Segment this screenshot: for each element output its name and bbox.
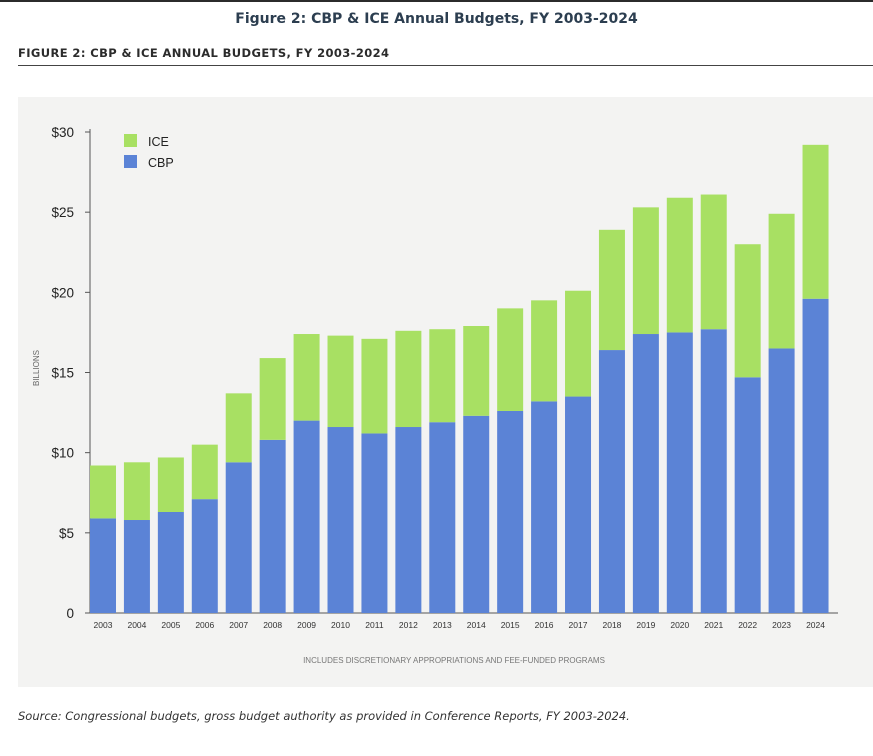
x-tick-label: 2019: [636, 620, 655, 630]
bar-cbp-2010: [327, 427, 354, 613]
chart-panel: 0 $5 $10 $15 $20 $25 $30 BILLIONS 2003 2004 2005 20…: [18, 97, 873, 687]
bar-ice-2005: [157, 457, 184, 512]
bar-ice-2015: [497, 308, 524, 411]
y-axis-title: BILLIONS: [32, 350, 41, 386]
budget-chart: 0 $5 $10 $15 $20 $25 $30 BILLIONS 2003 2004 2005 20…: [32, 125, 838, 665]
x-tick-label: 2003: [94, 620, 113, 630]
x-tick-label: 2005: [161, 620, 180, 630]
bar-ice-2018: [598, 229, 625, 351]
x-tick-label: 2008: [263, 620, 282, 630]
bar-cbp-2019: [632, 334, 659, 613]
bar-ice-2023: [768, 213, 795, 349]
bar-cbp-2018: [598, 350, 625, 613]
bar-ice-2006: [191, 444, 218, 500]
bar-cbp-2008: [259, 439, 286, 613]
x-tick-label: 2009: [297, 620, 316, 630]
x-axis-note: INCLUDES DISCRETIONARY APPROPRIATIONS AN…: [303, 656, 605, 665]
bar-cbp-2004: [123, 520, 150, 613]
y-tick-label: $10: [51, 446, 74, 461]
bar-ice-2004: [123, 462, 150, 521]
x-tick-label: 2007: [229, 620, 248, 630]
x-tick-label: 2022: [738, 620, 757, 630]
bar-ice-2009: [293, 334, 320, 421]
bar-ice-2020: [666, 197, 693, 333]
bar-cbp-2017: [565, 396, 592, 613]
heading-rule: [18, 65, 873, 66]
bar-ice-2007: [225, 393, 252, 463]
x-tick-label: 2013: [433, 620, 452, 630]
legend-label-cbp: CBP: [148, 156, 174, 170]
bar-cbp-2020: [666, 332, 693, 613]
bar-cbp-2015: [497, 410, 524, 613]
bar-cbp-2021: [700, 329, 727, 613]
x-tick-label: 2012: [399, 620, 418, 630]
y-tick-label: 0: [66, 606, 74, 621]
legend-swatch-cbp: [124, 155, 137, 168]
y-tick-label: $25: [51, 205, 74, 220]
x-tick-label: 2020: [670, 620, 689, 630]
y-tick-label: $20: [51, 285, 74, 300]
bar-ice-2014: [463, 326, 490, 416]
bar-cbp-2016: [531, 401, 558, 613]
bar-cbp-2005: [157, 511, 184, 613]
bar-ice-2003: [90, 465, 116, 519]
x-tick-label: 2016: [535, 620, 554, 630]
bar-cbp-2007: [225, 462, 252, 613]
bar-cbp-2024: [802, 298, 829, 613]
x-tick-label: 2004: [127, 620, 146, 630]
bar-cbp-2023: [768, 348, 795, 613]
bar-ice-2011: [361, 338, 388, 434]
x-tick-label: 2015: [501, 620, 520, 630]
bar-cbp-2012: [395, 427, 422, 613]
top-rule: [0, 0, 873, 2]
bar-ice-2017: [565, 290, 592, 397]
x-tick-label: 2011: [365, 620, 384, 630]
source-note: Source: Congressional budgets, gross bud…: [18, 709, 630, 723]
bar-cbp-2003: [90, 518, 116, 613]
x-tick-label: 2006: [195, 620, 214, 630]
bar-ice-2022: [734, 244, 761, 378]
bar-cbp-2014: [463, 415, 490, 613]
bar-ice-2016: [531, 300, 558, 402]
y-tick-label: $5: [59, 526, 74, 541]
bar-cbp-2013: [429, 422, 456, 613]
y-tick-label: $15: [51, 366, 74, 381]
bar-ice-2008: [259, 358, 286, 440]
bar-cbp-2022: [734, 377, 761, 613]
bar-ice-2012: [395, 330, 422, 428]
x-tick-label: 2021: [704, 620, 723, 630]
x-tick-label: 2018: [602, 620, 621, 630]
bar-cbp-2009: [293, 420, 320, 613]
bar-cbp-2011: [361, 433, 388, 613]
bar-cbp-2006: [191, 499, 218, 613]
legend-label-ice: ICE: [148, 135, 169, 149]
y-tick-label: $30: [51, 125, 74, 140]
x-tick-label: 2017: [569, 620, 588, 630]
legend-swatch-ice: [124, 134, 137, 147]
x-tick-label: 2014: [467, 620, 486, 630]
bar-ice-2010: [327, 335, 354, 428]
x-tick-label: 2024: [806, 620, 825, 630]
x-tick-label: 2023: [772, 620, 791, 630]
figure-heading: FIGURE 2: CBP & ICE ANNUAL BUDGETS, FY 2…: [18, 46, 390, 60]
page-title: Figure 2: CBP & ICE Annual Budgets, FY 2…: [235, 11, 638, 27]
bar-ice-2019: [632, 207, 659, 335]
bar-ice-2013: [429, 329, 456, 423]
x-tick-label: 2010: [331, 620, 350, 630]
bar-ice-2024: [802, 144, 829, 299]
bar-ice-2021: [700, 194, 727, 330]
